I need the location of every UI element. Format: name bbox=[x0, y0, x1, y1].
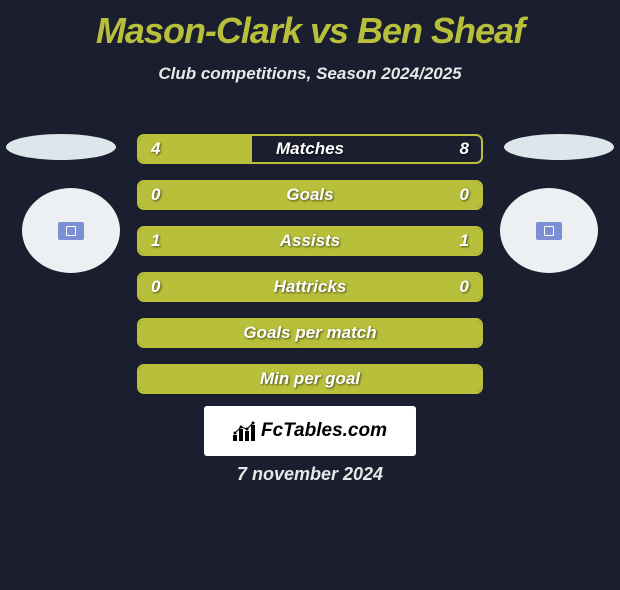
stat-label: Assists bbox=[139, 231, 481, 251]
stat-label: Goals per match bbox=[139, 323, 481, 343]
branding-text: FcTables.com bbox=[261, 420, 387, 442]
date-text: 7 november 2024 bbox=[0, 464, 620, 485]
stat-label: Hattricks bbox=[139, 277, 481, 297]
stat-label: Min per goal bbox=[139, 369, 481, 389]
stat-bar: Min per goal bbox=[137, 364, 483, 394]
stat-bar: 48Matches bbox=[137, 134, 483, 164]
subtitle: Club competitions, Season 2024/2025 bbox=[0, 64, 620, 84]
branding-box: FcTables.com bbox=[204, 406, 416, 456]
fctables-logo-icon bbox=[233, 421, 257, 441]
stat-bar: 00Goals bbox=[137, 180, 483, 210]
stat-bar: Goals per match bbox=[137, 318, 483, 348]
club-badge-icon bbox=[536, 222, 562, 240]
stat-bars: 48Matches 00Goals 11Assists 00Hattricks Goal… bbox=[137, 134, 483, 410]
stat-label: Matches bbox=[139, 139, 481, 159]
stat-label: Goals bbox=[139, 185, 481, 205]
player-left-badge bbox=[22, 188, 120, 273]
stat-bar: 00Hattricks bbox=[137, 272, 483, 302]
club-badge-icon bbox=[58, 222, 84, 240]
stat-bar: 11Assists bbox=[137, 226, 483, 256]
player-right-badge bbox=[500, 188, 598, 273]
player-right-oval bbox=[504, 134, 614, 160]
player-left-oval bbox=[6, 134, 116, 160]
page-title: Mason-Clark vs Ben Sheaf bbox=[0, 10, 620, 52]
